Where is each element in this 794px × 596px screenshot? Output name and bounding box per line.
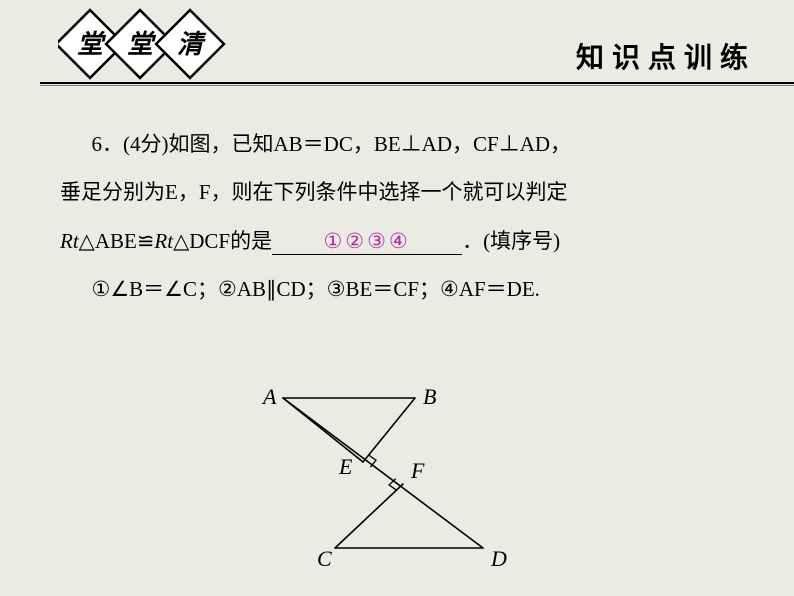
- text: ．(填序号): [462, 229, 560, 253]
- problem-line-1: 6．(4分)如图，已知AB＝DC，BE⊥AD，CF⊥AD，: [60, 120, 740, 168]
- text: Rt: [60, 229, 79, 253]
- text: 6．(4分)如: [92, 132, 190, 156]
- header-rule: [40, 82, 794, 86]
- section-title: 知识点训练: [576, 36, 756, 76]
- svg-text:D: D: [490, 546, 507, 571]
- text: △ABE≌: [79, 229, 155, 253]
- svg-text:堂: 堂: [127, 30, 157, 59]
- svg-text:E: E: [338, 454, 353, 479]
- diamond-badge: 堂 堂 清: [58, 6, 248, 84]
- svg-text:F: F: [410, 458, 425, 483]
- svg-text:堂: 堂: [77, 30, 107, 59]
- problem-line-4: ①∠B＝∠C；②AB∥CD；③BE＝CF；④AF＝DE.: [60, 265, 740, 313]
- svg-text:A: A: [261, 384, 277, 409]
- problem-body: 6．(4分)如图，已知AB＝DC，BE⊥AD，CF⊥AD， 垂足分别为E，F，则…: [60, 120, 740, 313]
- text: △DCF的是: [173, 229, 272, 253]
- svg-text:C: C: [317, 546, 332, 571]
- header: 堂 堂 清 知识点训练: [0, 0, 794, 88]
- text: ①∠B＝∠C；②AB∥CD；③BE＝CF；④AF＝DE.: [92, 277, 540, 301]
- svg-text:B: B: [423, 384, 436, 409]
- problem-line-3: Rt△ABE≌Rt△DCF的是①②③④．(填序号): [60, 217, 740, 265]
- answer-blank: ①②③④: [272, 231, 462, 255]
- text: Rt: [154, 229, 173, 253]
- text: 图，已知AB＝DC，BE⊥AD，CF⊥AD，: [190, 132, 572, 156]
- geometry-diagram: A B E F C D: [235, 370, 525, 580]
- answer-text: ①②③④: [323, 229, 410, 253]
- problem-line-2: 垂足分别为E，F，则在下列条件中选择一个就可以判定: [60, 168, 740, 216]
- svg-text:清: 清: [177, 30, 207, 59]
